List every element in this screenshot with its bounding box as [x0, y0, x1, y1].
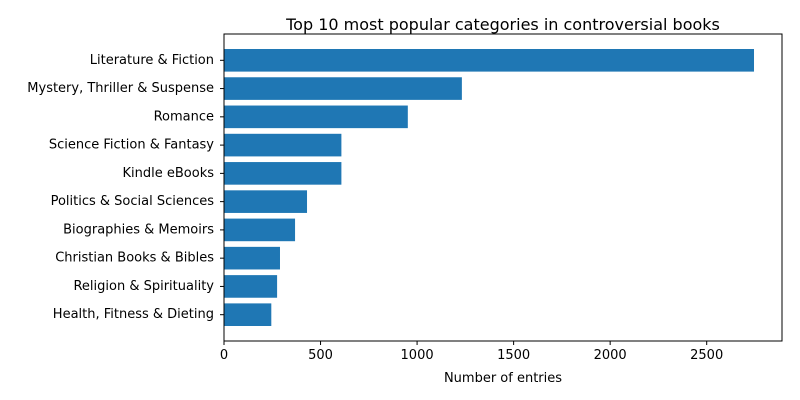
- y-tick-label: Science Fiction & Fantasy: [49, 138, 214, 153]
- y-tick-label: Religion & Spirituality: [73, 279, 214, 294]
- x-tick-label: 0: [220, 348, 228, 363]
- bar: [224, 246, 280, 270]
- y-axis-ticks: Literature & Fiction Mystery, Thriller & …: [27, 53, 224, 322]
- bar: [224, 218, 296, 242]
- y-tick-label: Health, Fitness & Dieting: [53, 307, 214, 322]
- x-tick-label: 1500: [497, 348, 530, 363]
- chart-title: Top 10 most popular categories in contro…: [285, 15, 720, 34]
- bar: [224, 77, 462, 100]
- plot-frame: [223, 33, 783, 342]
- x-axis-ticks: 0 500 1000 1500 2000 2500: [220, 341, 723, 363]
- x-tick-label: 1000: [401, 348, 434, 363]
- bar: [224, 162, 342, 185]
- y-tick-label: Literature & Fiction: [90, 53, 214, 68]
- y-tick-label: Politics & Social Sciences: [51, 194, 215, 209]
- bars-layer: [224, 49, 755, 326]
- x-tick-label: 2000: [594, 348, 627, 363]
- y-tick-label: Biographies & Memoirs: [63, 222, 214, 237]
- y-tick-label: Kindle eBooks: [123, 166, 215, 181]
- x-tick-label: 2500: [690, 348, 723, 363]
- bar: [224, 303, 272, 326]
- y-tick-label: Mystery, Thriller & Suspense: [27, 81, 214, 96]
- bar: [224, 49, 755, 72]
- y-tick-label: Romance: [154, 109, 214, 124]
- bar: [224, 190, 308, 213]
- bar: [224, 133, 342, 157]
- bar: [224, 105, 408, 129]
- x-axis-label: Number of entries: [444, 371, 562, 386]
- x-tick-label: 500: [308, 348, 333, 363]
- y-tick-label: Christian Books & Bibles: [55, 251, 214, 266]
- bar: [224, 275, 278, 298]
